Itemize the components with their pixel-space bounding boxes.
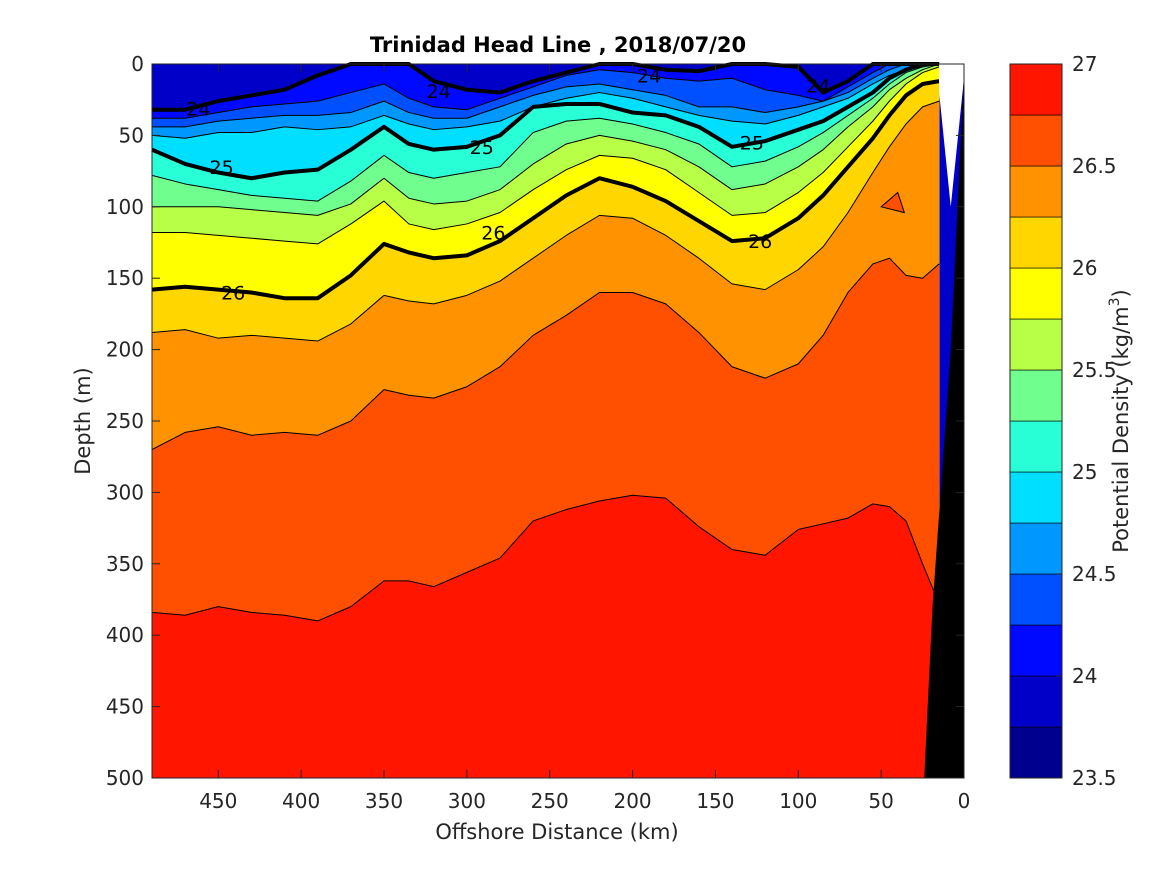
contour-line-26	[151, 79, 940, 301]
axes: 450 400 350 300 250 200 150 100 50 00501001502002…	[106, 52, 971, 813]
colorbar-label-suffix: )	[1109, 289, 1133, 297]
x-tick-label: 200	[613, 789, 651, 813]
contour-label: 24	[427, 81, 451, 103]
bathymetry	[924, 71, 964, 778]
colorbar-label-exponent: 3	[1107, 297, 1123, 306]
x-tick-label: 100	[779, 789, 817, 813]
colorbar-segment	[1009, 420, 1063, 473]
colorbar-segment	[1009, 369, 1063, 422]
colorbar-tick-label: 23.5	[1072, 766, 1117, 790]
colorbar-segment	[1009, 573, 1063, 626]
y-tick-label: 350	[106, 552, 144, 576]
colorbar-label-prefix: Potential Density (kg/m	[1109, 306, 1133, 552]
colorbar-segment	[1009, 63, 1063, 116]
x-tick-label: 350	[365, 789, 403, 813]
colorbar-tick-label: 26.5	[1072, 154, 1117, 178]
contour-line-24.5	[152, 63, 940, 128]
colorbar-tick-label: 24	[1072, 664, 1097, 688]
contour-label: 25	[740, 133, 764, 155]
y-tick-label: 100	[106, 195, 144, 219]
contour-line-26.75	[151, 494, 940, 622]
colorbar-segment	[1009, 624, 1063, 677]
y-tick-label: 150	[106, 266, 144, 290]
contour-label: 24	[637, 65, 661, 87]
colorbar-segment	[1009, 114, 1063, 167]
x-tick-label: 300	[448, 789, 486, 813]
colorbar: 23.5 24 24.5 25 25.5 26 26.5 27	[1009, 52, 1117, 790]
contour-label: 25	[470, 137, 494, 159]
contour-plot-area: 24 24 24 24 25 25 25 26 26 26	[151, 62, 964, 779]
y-tick-label: 450	[106, 695, 144, 719]
colorbar-tick-label: 27	[1072, 52, 1097, 76]
colorbar-segment	[1009, 522, 1063, 575]
contour-label: 24	[186, 98, 210, 120]
contour-line-26.5	[151, 257, 940, 451]
colorbar-segment	[1009, 216, 1063, 269]
contour-label: 26	[748, 231, 772, 253]
colorbar-segment	[1009, 675, 1063, 728]
y-tick-label: 0	[131, 52, 144, 76]
x-tick-label: 150	[696, 789, 734, 813]
colorbar-segment	[1009, 165, 1063, 218]
y-tick-label: 200	[106, 338, 144, 362]
y-tick-label: 500	[106, 766, 144, 790]
x-tick-label: 450	[199, 789, 237, 813]
x-tick-label: 400	[282, 789, 320, 813]
contour-line-24.75	[151, 63, 940, 139]
colorbar-segment	[1009, 318, 1063, 371]
contour-line-24.25	[152, 63, 940, 119]
contour-line-24	[152, 62, 940, 112]
contour-line-25.75	[152, 66, 940, 245]
x-tick-label: 250	[531, 789, 569, 813]
colorbar-frame	[1009, 63, 1063, 779]
contour-label: 25	[210, 157, 234, 179]
layer-fill-26.75	[152, 495, 940, 778]
no-data-region	[939, 64, 964, 207]
colorbar-segment	[1009, 726, 1063, 779]
colorbar-tick-label: 24.5	[1072, 562, 1117, 586]
colorbar-tick-label: 25	[1072, 460, 1097, 484]
chart-title: Trinidad Head Line , 2018/07/20	[370, 33, 746, 57]
colorbar-segment	[1009, 471, 1063, 524]
colorbar-tick-label: 25.5	[1072, 358, 1117, 382]
contour-label: 24	[806, 75, 830, 97]
colorbar-label: Potential Density (kg/m3)	[1107, 289, 1133, 553]
colorbar-tick-label: 26	[1072, 256, 1097, 280]
y-tick-label: 400	[106, 623, 144, 647]
y-axis-label: Depth (m)	[71, 367, 95, 474]
contour-label: 26	[481, 223, 505, 245]
contour-label: 26	[221, 282, 245, 304]
contour-line-26.25	[151, 100, 940, 342]
x-tick-label: 0	[958, 789, 971, 813]
contour-line-25	[151, 62, 940, 181]
x-axis-label: Offshore Distance (km)	[435, 820, 678, 844]
y-tick-label: 250	[106, 409, 144, 433]
contour-patch	[880, 191, 906, 214]
colorbar-segment	[1009, 267, 1063, 320]
y-tick-label: 300	[106, 480, 144, 504]
x-tick-label: 50	[868, 789, 893, 813]
contour-line-25.5	[152, 63, 940, 216]
contour-line-25.25	[151, 63, 940, 202]
y-tick-label: 50	[119, 123, 144, 147]
